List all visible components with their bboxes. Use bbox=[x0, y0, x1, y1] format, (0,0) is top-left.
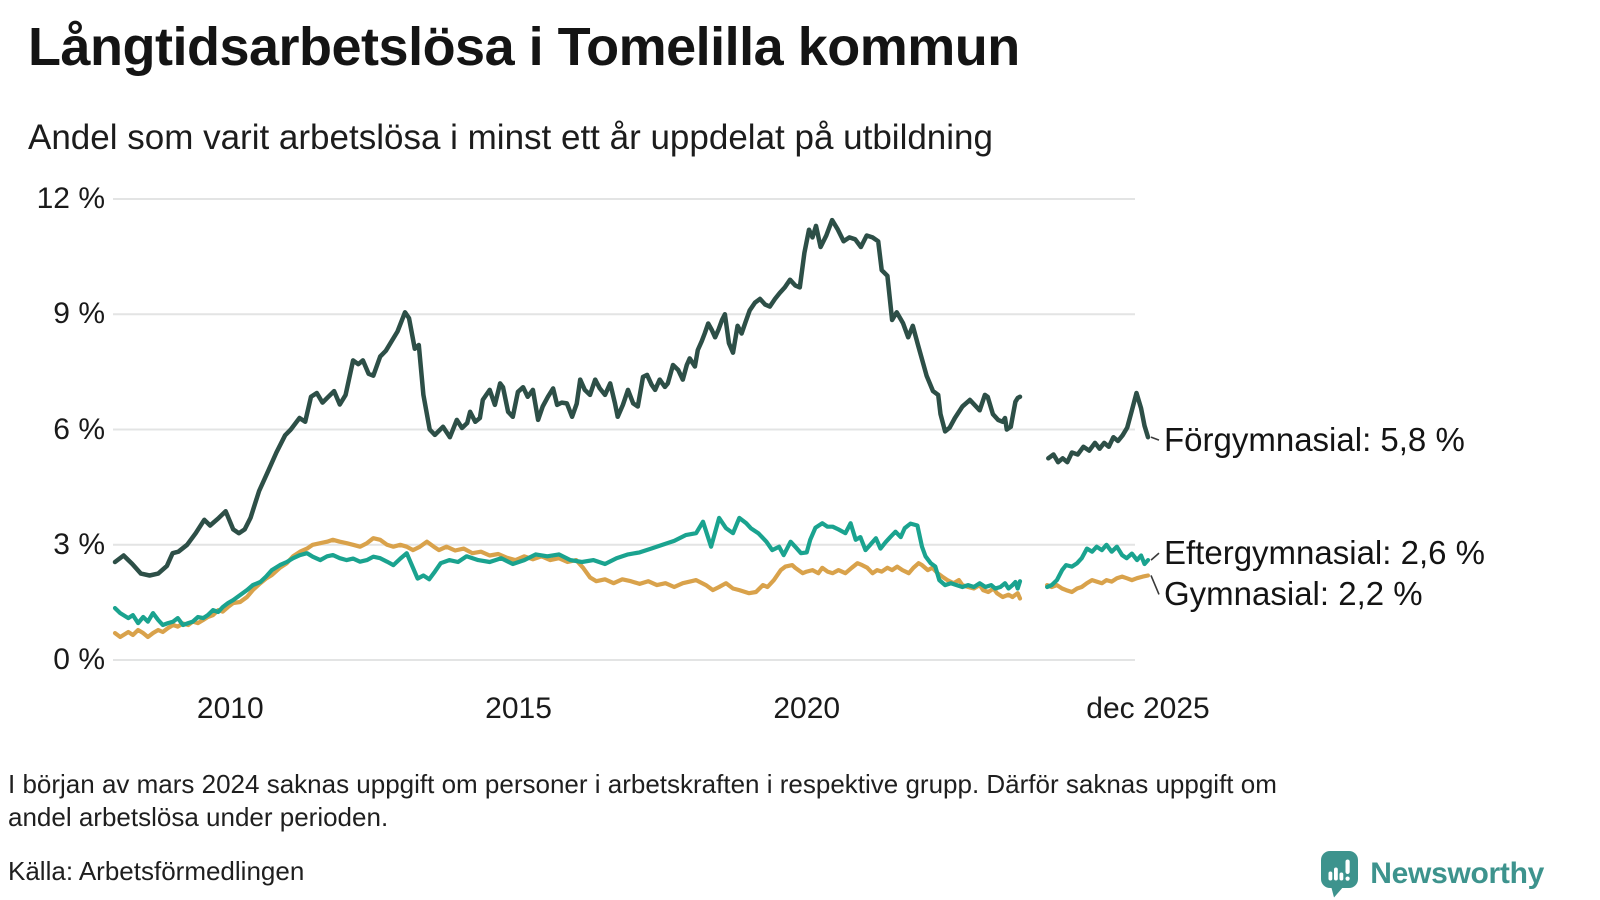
newsworthy-logo-icon bbox=[1321, 851, 1359, 898]
x-tick-label: 2015 bbox=[485, 692, 552, 725]
page-subtitle: Andel som varit arbetslösa i minst ett å… bbox=[28, 118, 993, 157]
series-end-label-gymnasial: Gymnasial: 2,2 % bbox=[1164, 575, 1423, 613]
x-tick-label: 2010 bbox=[196, 692, 264, 725]
series-end-label-eftergymnasial: Eftergymnasial: 2,6 % bbox=[1164, 534, 1485, 572]
y-tick-label: 12 % bbox=[36, 182, 105, 215]
series-line-gymnasial bbox=[112, 536, 1023, 640]
label-leader-line bbox=[1150, 436, 1160, 441]
y-tick-label: 0 % bbox=[53, 643, 105, 676]
series-line-gymnasial bbox=[1044, 573, 1151, 595]
series-line-eftergymnasial bbox=[1044, 542, 1151, 590]
newsworthy-branding: Newsworthy bbox=[1320, 850, 1544, 898]
footnote-line-2: andel arbetslösa under perioden. bbox=[8, 802, 389, 832]
source-text: Källa: Arbetsförmedlingen bbox=[8, 856, 305, 886]
series-line-förgymnasial bbox=[1046, 390, 1151, 465]
x-tick-label: 2020 bbox=[773, 692, 841, 725]
label-leader-line bbox=[1150, 575, 1160, 595]
footnote-line-1: I början av mars 2024 saknas uppgift om … bbox=[8, 769, 1277, 799]
series-line-eftergymnasial bbox=[112, 515, 1023, 628]
series-end-label-förgymnasial: Förgymnasial: 5,8 % bbox=[1164, 421, 1465, 459]
y-tick-label: 9 % bbox=[53, 297, 105, 331]
x-tick-label: dec 2025 bbox=[1086, 692, 1210, 725]
series-line-förgymnasial bbox=[112, 217, 1023, 578]
newsworthy-wordmark: Newsworthy bbox=[1370, 857, 1544, 890]
y-tick-label: 3 % bbox=[53, 527, 105, 561]
page-title: Långtidsarbetslösa i Tomelilla kommun bbox=[28, 17, 1020, 77]
label-leader-line bbox=[1150, 552, 1160, 561]
y-tick-label: 6 % bbox=[53, 412, 105, 446]
